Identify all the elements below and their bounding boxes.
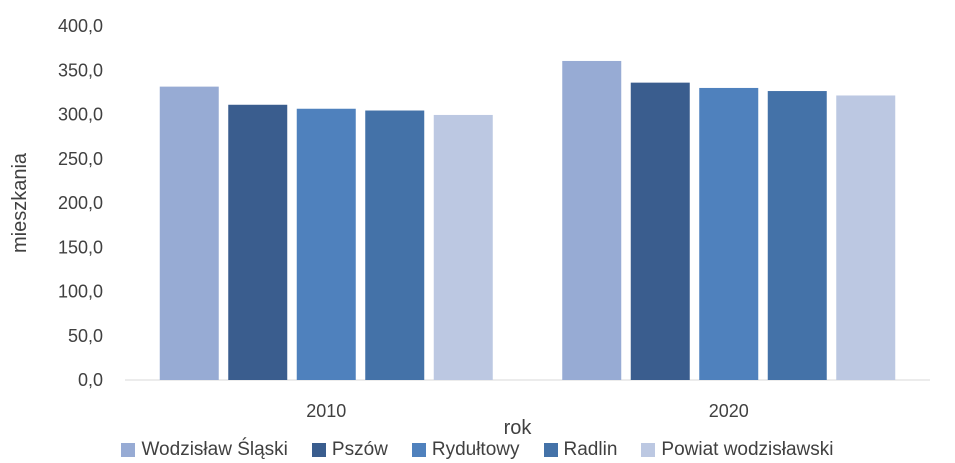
bar — [699, 87, 759, 380]
y-tick-label: 0,0 — [78, 370, 103, 390]
legend: Wodzisław Śląski Pszów Rydułtowy Radlin Powi… — [0, 438, 955, 462]
y-tick-label: 100,0 — [58, 282, 103, 302]
bar-chart: 0,0 50,0 100,0 150,0 200,0 250,0 300,0 350,0 400… — [9, 16, 930, 439]
legend-label: Pszów — [331, 439, 388, 460]
bars — [159, 60, 896, 381]
legend-swatch — [311, 443, 326, 457]
y-tick-label: 400,0 — [58, 16, 103, 36]
y-axis-ticks: 0,0 50,0 100,0 150,0 200,0 250,0 300,0 350,0 400… — [58, 16, 103, 390]
legend-item: Rydułtowy — [411, 439, 520, 461]
y-tick-label: 200,0 — [58, 193, 103, 213]
bar — [228, 104, 288, 380]
bar — [836, 95, 896, 380]
legend-item: Powiat wodzisławski — [641, 439, 834, 461]
legend-swatch — [411, 443, 426, 457]
legend-item: Wodzisław Śląski — [121, 439, 288, 461]
y-tick-label: 300,0 — [58, 105, 103, 125]
legend-label: Wodzisław Śląski — [141, 439, 288, 460]
legend-item: Pszów — [311, 439, 388, 461]
bar — [562, 60, 622, 381]
bar — [296, 108, 356, 380]
legend-swatch — [641, 443, 656, 457]
legend-swatch — [543, 443, 558, 457]
y-tick-label: 150,0 — [58, 237, 103, 257]
y-tick-label: 350,0 — [58, 60, 103, 80]
x-tick-label: 2020 — [709, 401, 749, 421]
legend-swatch — [121, 443, 136, 457]
legend-label: Rydułtowy — [431, 439, 520, 460]
x-axis-ticks: 2010 2020 — [306, 401, 749, 421]
bar — [433, 114, 493, 380]
y-axis-title: mieszkania — [9, 152, 31, 253]
bar — [630, 82, 690, 380]
x-tick-label: 2010 — [306, 401, 346, 421]
bar — [159, 86, 219, 380]
y-tick-label: 50,0 — [68, 326, 103, 346]
y-tick-label: 250,0 — [58, 149, 103, 169]
legend-label: Powiat wodzisławski — [661, 439, 834, 460]
bar — [365, 110, 425, 380]
bar — [767, 91, 827, 381]
legend-label: Radlin — [563, 439, 618, 460]
legend-item: Radlin — [543, 439, 618, 461]
x-axis-title: rok — [504, 417, 533, 439]
